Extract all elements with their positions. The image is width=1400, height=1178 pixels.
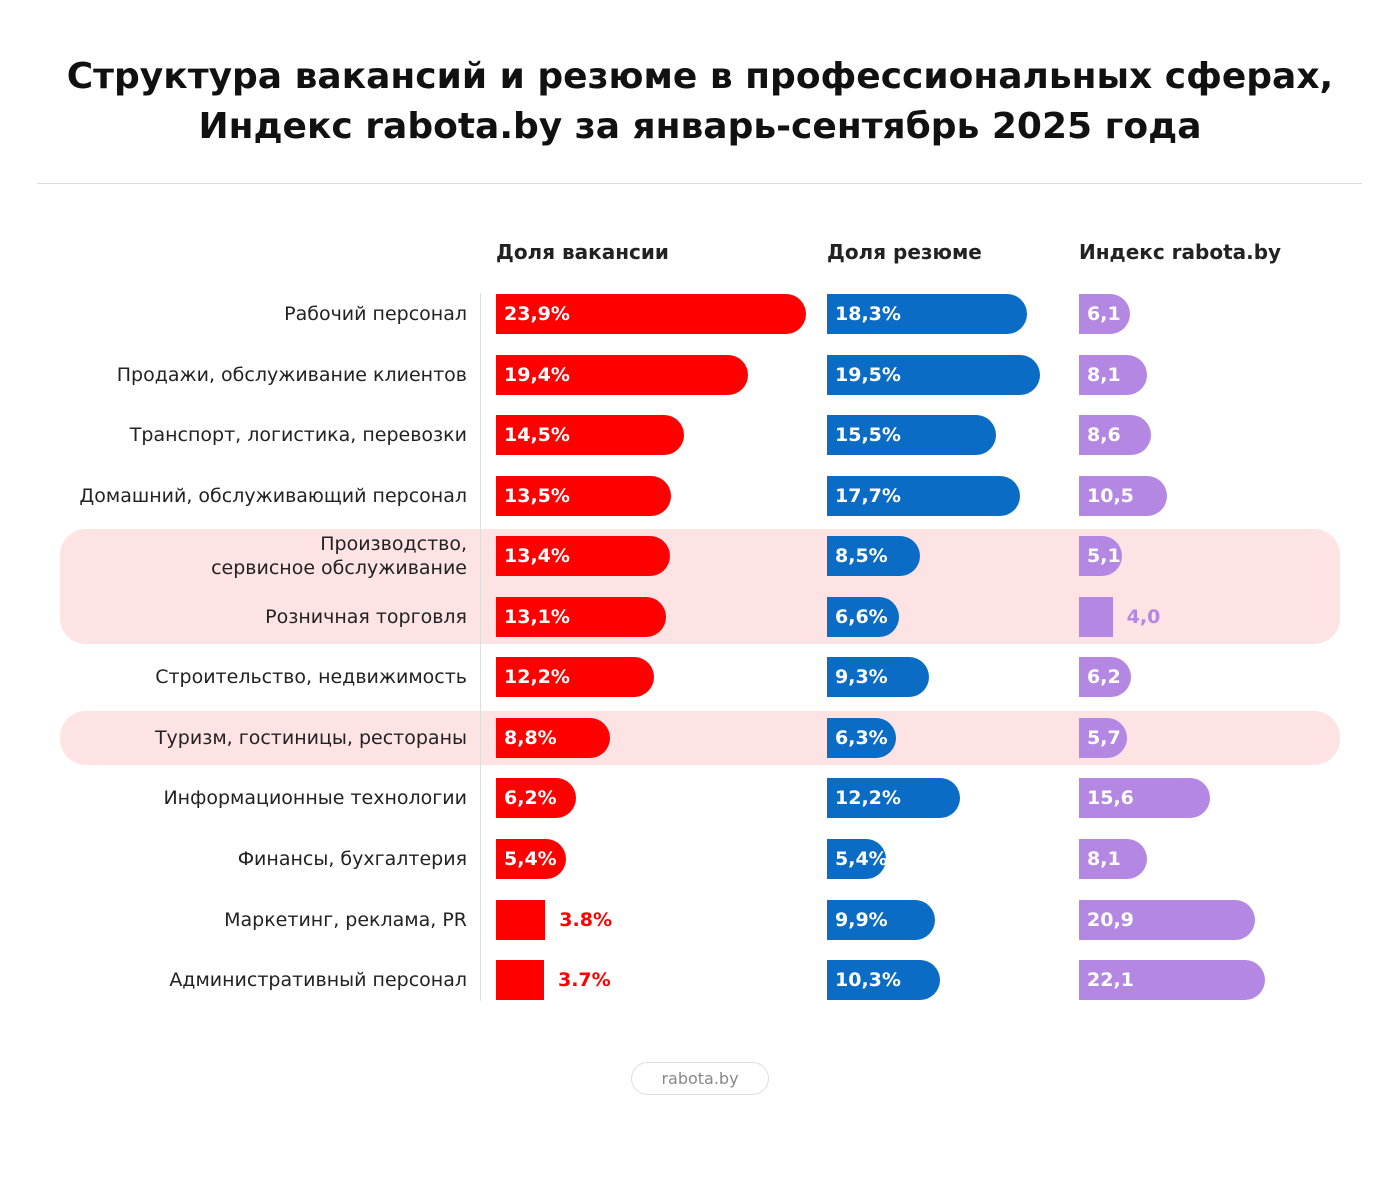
value-label: 5,7 <box>1087 726 1121 749</box>
bar <box>496 899 546 940</box>
bar <box>827 838 886 879</box>
bar <box>496 596 666 637</box>
bar <box>827 596 900 637</box>
value-label: 13,5% <box>504 484 570 507</box>
bar <box>496 536 670 577</box>
value-label: 6,2 <box>1087 666 1121 689</box>
category-label: Строительство, недвижимость <box>155 666 467 689</box>
value-label: 9,9% <box>835 908 888 931</box>
value-label: 22,1 <box>1087 969 1134 992</box>
value-label: 8,1 <box>1087 363 1121 386</box>
value-label: 5,4% <box>504 847 557 870</box>
value-label: 5,1 <box>1087 545 1121 568</box>
value-label: 8,6 <box>1087 424 1121 447</box>
bar <box>496 778 577 819</box>
column-header: Индекс rabota.by <box>1079 240 1282 264</box>
bar <box>1079 354 1148 395</box>
column-header: Доля резюме <box>827 240 982 264</box>
category-label: Финансы, бухгалтерия <box>237 847 467 870</box>
bar <box>1079 778 1211 819</box>
value-label: 17,7% <box>835 484 901 507</box>
value-label: 13,4% <box>504 545 570 568</box>
category-label: Административный персонал <box>169 969 467 992</box>
category-axis-line <box>480 293 481 1001</box>
separator <box>37 183 1362 184</box>
bar <box>827 475 1021 516</box>
bar <box>1079 536 1122 577</box>
category-label: Розничная торговля <box>265 605 467 628</box>
value-label: 12,2% <box>835 787 901 810</box>
bar <box>1079 899 1255 940</box>
value-label: 10,5 <box>1087 484 1134 507</box>
category-label: Производство, сервисное обслуживание <box>211 533 467 580</box>
value-label: 15,6 <box>1087 787 1134 810</box>
category-label: Маркетинг, реклама, PR <box>224 908 467 931</box>
value-label: 6,1 <box>1087 303 1121 325</box>
bar <box>827 717 896 758</box>
bar <box>1079 415 1152 456</box>
category-label: Транспорт, логистика, перевозки <box>129 424 467 447</box>
bar <box>1079 960 1265 1001</box>
bar <box>496 838 567 879</box>
bar <box>496 415 685 456</box>
bar <box>827 657 929 698</box>
bar <box>1079 838 1148 879</box>
bar <box>827 294 1027 334</box>
value-label: 19,5% <box>835 363 901 386</box>
value-label: 5,4% <box>835 847 888 870</box>
value-label: 3.7% <box>557 969 611 992</box>
column-header: Доля вакансии <box>496 240 669 264</box>
value-label: 20,9 <box>1087 908 1134 931</box>
value-label: 14,5% <box>504 424 570 447</box>
bar <box>827 778 961 819</box>
value-label: 19,4% <box>504 363 570 386</box>
category-label: Информационные технологии <box>163 787 467 810</box>
bar <box>1079 717 1127 758</box>
bar <box>827 960 940 1001</box>
bar <box>496 354 748 395</box>
value-label: 8,8% <box>504 726 557 749</box>
bar <box>827 354 1040 395</box>
value-label: 4,0 <box>1126 605 1161 628</box>
value-label: 8,1 <box>1087 847 1121 870</box>
bar <box>496 475 672 516</box>
value-label: 9,3% <box>835 666 888 689</box>
chart-title: Структура вакансий и резюме в профессион… <box>66 56 1334 147</box>
value-label: 23,9% <box>504 303 570 325</box>
value-label: 6,6% <box>835 605 888 628</box>
bar <box>827 415 997 456</box>
value-label: 13,1% <box>504 605 570 628</box>
footer-logo: rabota.by <box>631 1062 769 1095</box>
bar <box>1079 294 1131 334</box>
value-label: 6,3% <box>835 726 888 749</box>
bar <box>1079 475 1168 516</box>
category-label: Туризм, гостиницы, рестораны <box>154 726 467 749</box>
value-label: 15,5% <box>835 424 901 447</box>
value-label: 18,3% <box>835 303 901 325</box>
value-label: 10,3% <box>835 969 901 992</box>
bar <box>1079 596 1113 637</box>
bar <box>496 960 544 1001</box>
value-label: 6,2% <box>504 787 557 810</box>
bar <box>496 294 806 334</box>
category-label: Продажи, обслуживание клиентов <box>116 363 467 386</box>
value-label: 3.8% <box>559 908 612 931</box>
bar <box>1079 657 1132 698</box>
category-label: Рабочий персонал <box>284 303 467 325</box>
highlight-band <box>60 529 1340 644</box>
category-label: Домашний, обслуживающий персонал <box>79 484 467 507</box>
bar <box>827 899 936 940</box>
bar <box>496 657 655 698</box>
bar <box>827 536 920 577</box>
bar <box>496 717 611 758</box>
value-label: 12,2% <box>504 666 570 689</box>
value-label: 8,5% <box>835 545 888 568</box>
